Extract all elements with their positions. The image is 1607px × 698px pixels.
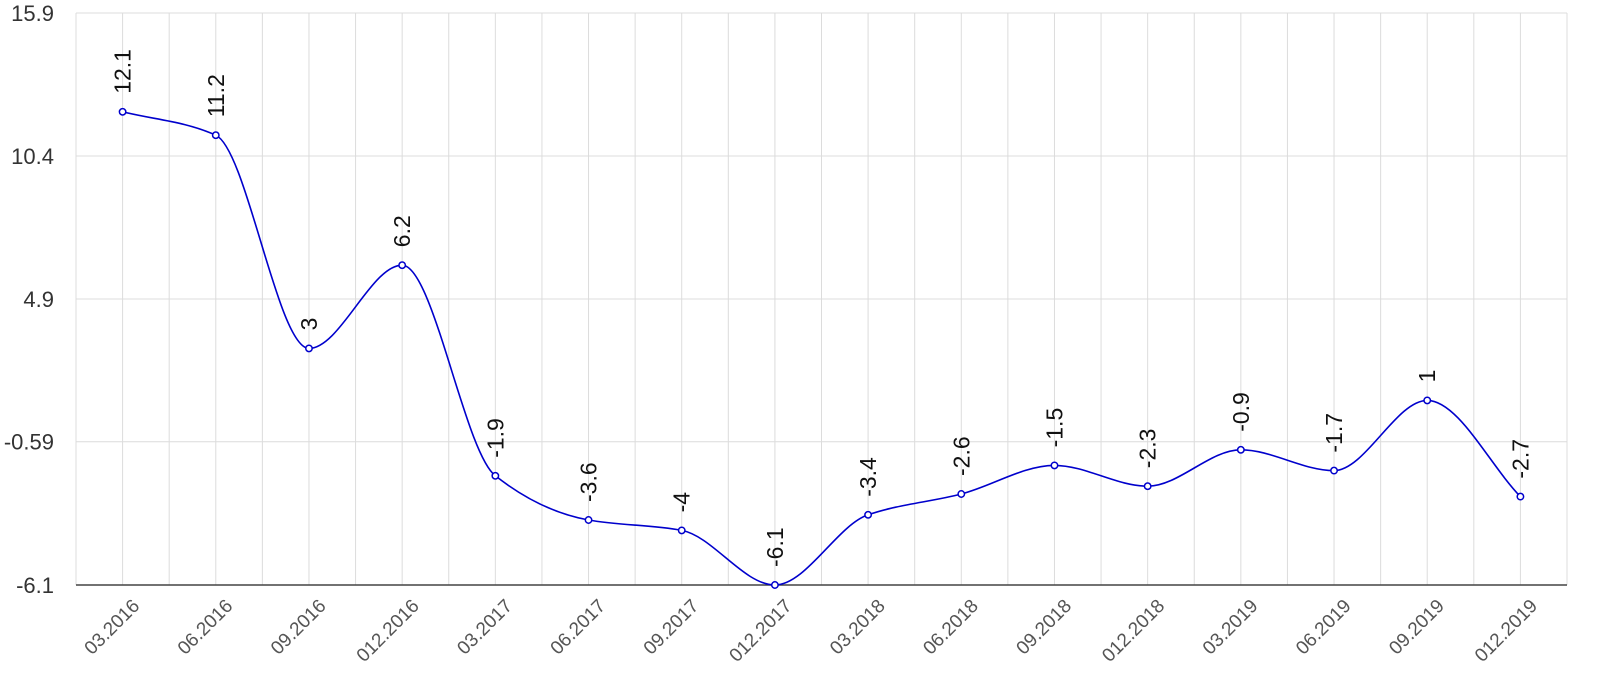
data-point [491, 471, 500, 480]
x-tick-label: 03.2017 [453, 596, 516, 659]
data-point [770, 581, 779, 589]
x-tick-label: 012.2016 [353, 596, 424, 667]
data-label: 1 [1414, 370, 1440, 383]
x-tick-label: 09.2016 [267, 596, 330, 659]
x-axis-ticks: 03.2016 06.2016 09.2016 012.2016 03.2017 06.2… [81, 596, 1542, 667]
data-label: 3 [296, 318, 322, 331]
data-label: -3.4 [855, 457, 881, 497]
data-point [1236, 445, 1245, 454]
x-tick-label: 06.2017 [547, 596, 610, 659]
data-label: -0.9 [1228, 392, 1254, 432]
data-point [864, 510, 873, 519]
data-label: -4 [669, 492, 695, 513]
x-tick-label: 09.2018 [1013, 596, 1076, 659]
data-point [957, 490, 966, 498]
x-tick-label: 09.2017 [640, 596, 703, 659]
data-point [1143, 482, 1152, 491]
data-point [211, 131, 220, 140]
x-tick-label: 012.2017 [726, 596, 797, 667]
x-tick-label: 012.2019 [1471, 596, 1542, 667]
data-point [677, 526, 686, 535]
data-point [118, 107, 127, 116]
data-point [1330, 466, 1338, 475]
y-tick-label: 10.4 [11, 144, 54, 169]
y-tick-label: -0.59 [4, 430, 54, 455]
series [118, 107, 1525, 589]
x-tick-label: 03.2018 [826, 596, 889, 659]
x-tick-label: 09.2019 [1385, 596, 1448, 659]
x-tick-label: 03.2019 [1199, 596, 1262, 659]
x-tick-label: 06.2018 [919, 596, 982, 659]
data-label: -2.7 [1507, 439, 1533, 479]
grid [75, 12, 1568, 586]
data-point [305, 344, 313, 353]
data-point [1516, 492, 1525, 501]
data-label: -1.5 [1041, 408, 1067, 448]
data-label: -2.6 [948, 436, 974, 476]
data-point [1423, 396, 1432, 405]
data-labels: 12.1 11.2 3 6.2 -1.9 -3.6 -4 -6.1 -3.4 -2.6 -1.5 -2… [110, 49, 1534, 567]
data-label: 6.2 [389, 215, 415, 247]
data-point [584, 516, 593, 524]
x-tick-label: 03.2016 [81, 596, 144, 659]
data-point [398, 261, 407, 270]
data-label: -1.9 [482, 418, 508, 458]
data-label: -6.1 [762, 527, 788, 567]
y-tick-label: 15.9 [11, 1, 54, 26]
y-axis-ticks: -6.1 -0.59 4.9 10.4 15.9 [4, 1, 54, 598]
y-tick-label: -6.1 [16, 573, 54, 598]
data-label: -2.3 [1135, 429, 1161, 469]
data-label: 12.1 [110, 49, 136, 94]
x-tick-label: 012.2018 [1098, 596, 1169, 667]
y-tick-label: 4.9 [23, 287, 54, 312]
data-label: -1.7 [1321, 413, 1347, 453]
x-tick-label: 06.2016 [174, 596, 237, 659]
data-label: -3.6 [576, 462, 602, 502]
data-label: 11.2 [203, 74, 229, 117]
data-point [1050, 461, 1059, 470]
x-tick-label: 06.2019 [1292, 596, 1355, 659]
